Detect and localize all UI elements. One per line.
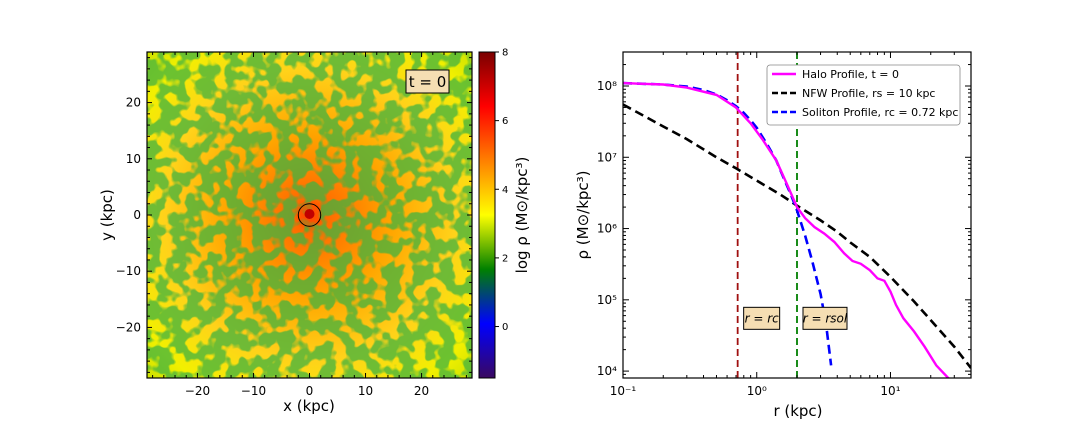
x-tick-label: −20: [185, 384, 210, 398]
y-tick-label: 20: [126, 96, 141, 110]
vline-labels: r = rc r = rsol: [743, 306, 848, 330]
vline-label-box: [743, 306, 781, 330]
x-tick-label: 10⁻¹: [610, 384, 637, 398]
time-annotation-box: t = 0: [405, 69, 450, 94]
time-annotation: t = 0: [409, 73, 447, 91]
density-map-image: [147, 52, 472, 378]
colorbar-label: log ρ (M⊙/kpc³): [513, 157, 531, 274]
halo-profile-line: [623, 81, 951, 378]
y-tick-label: 10⁷: [597, 150, 617, 164]
colorbar-frame: [478, 51, 496, 379]
profile-lines: [623, 52, 971, 378]
profile-xlabel: r (kpc): [773, 402, 822, 420]
legend-label: NFW Profile, rs = 10 kpc: [802, 87, 935, 100]
density-map-ylabel: y (kpc): [98, 189, 116, 241]
x-tick-label: 10⁰: [747, 384, 767, 398]
x-tick-label: 20: [414, 384, 429, 398]
density-profile-panel: 10⁻¹ 10⁰ 10¹ 10⁴ 10⁵ 10⁶ 10⁷ 10⁸ r = rc r = rsol…: [574, 51, 972, 420]
y-tick-label: 10⁴: [597, 364, 617, 378]
density-map-xlabel: x (kpc): [283, 397, 335, 415]
core-marker-circle: [297, 203, 322, 227]
colorbar-tick-label: 6: [502, 116, 508, 127]
y-tick-label: 10: [126, 152, 141, 166]
x-tick-label: 10¹: [880, 384, 900, 398]
y-tick-label: −20: [116, 320, 141, 334]
colorbar: 0 2 4 6 8 log ρ (M⊙/kpc³): [478, 48, 531, 379]
soliton-radius-label: r = rsol: [803, 311, 848, 325]
soliton-profile-line: [623, 81, 833, 366]
x-tick-label: −10: [241, 384, 266, 398]
colorbar-gradient: [479, 52, 495, 378]
vline-label-box: [802, 306, 848, 330]
x-tick-label: 10: [358, 384, 373, 398]
colorbar-tick-label: 4: [502, 185, 508, 196]
nfw-profile-line: [623, 103, 971, 369]
y-tick-label: 10⁸: [597, 79, 617, 93]
colorbar-tick-label: 8: [502, 48, 508, 59]
profile-ylabel: ρ (M⊙/kpc³): [574, 170, 592, 259]
density-map-ticks: −20 −10 0 10 20 −20 −10 0 10 20: [116, 52, 472, 398]
colorbar-ticks: 0 2 4 6 8: [495, 48, 508, 333]
legend: Halo Profile, t = 0 NFW Profile, rs = 10 …: [766, 64, 961, 126]
y-tick-label: −10: [116, 264, 141, 278]
y-tick-label: 10⁶: [597, 222, 617, 236]
profile-ticks: 10⁻¹ 10⁰ 10¹ 10⁴ 10⁵ 10⁶ 10⁷ 10⁸: [597, 51, 972, 398]
legend-label: Halo Profile, t = 0: [802, 68, 899, 81]
core-radius-label: r = rc: [745, 311, 780, 325]
density-map-panel: −20 −10 0 10 20 −20 −10 0 10 20 t = 0 x (kpc) y (…: [98, 51, 473, 415]
legend-box: [766, 64, 961, 126]
legend-items: Halo Profile, t = 0 NFW Profile, rs = 10 …: [772, 68, 958, 119]
colorbar-tick-label: 0: [502, 322, 508, 333]
colorbar-tick-label: 2: [502, 253, 508, 264]
y-tick-label: 10⁵: [597, 293, 617, 307]
legend-label: Soliton Profile, rc = 0.72 kpc: [802, 106, 958, 119]
y-tick-label: 0: [133, 208, 141, 222]
x-tick-label: 0: [306, 384, 314, 398]
